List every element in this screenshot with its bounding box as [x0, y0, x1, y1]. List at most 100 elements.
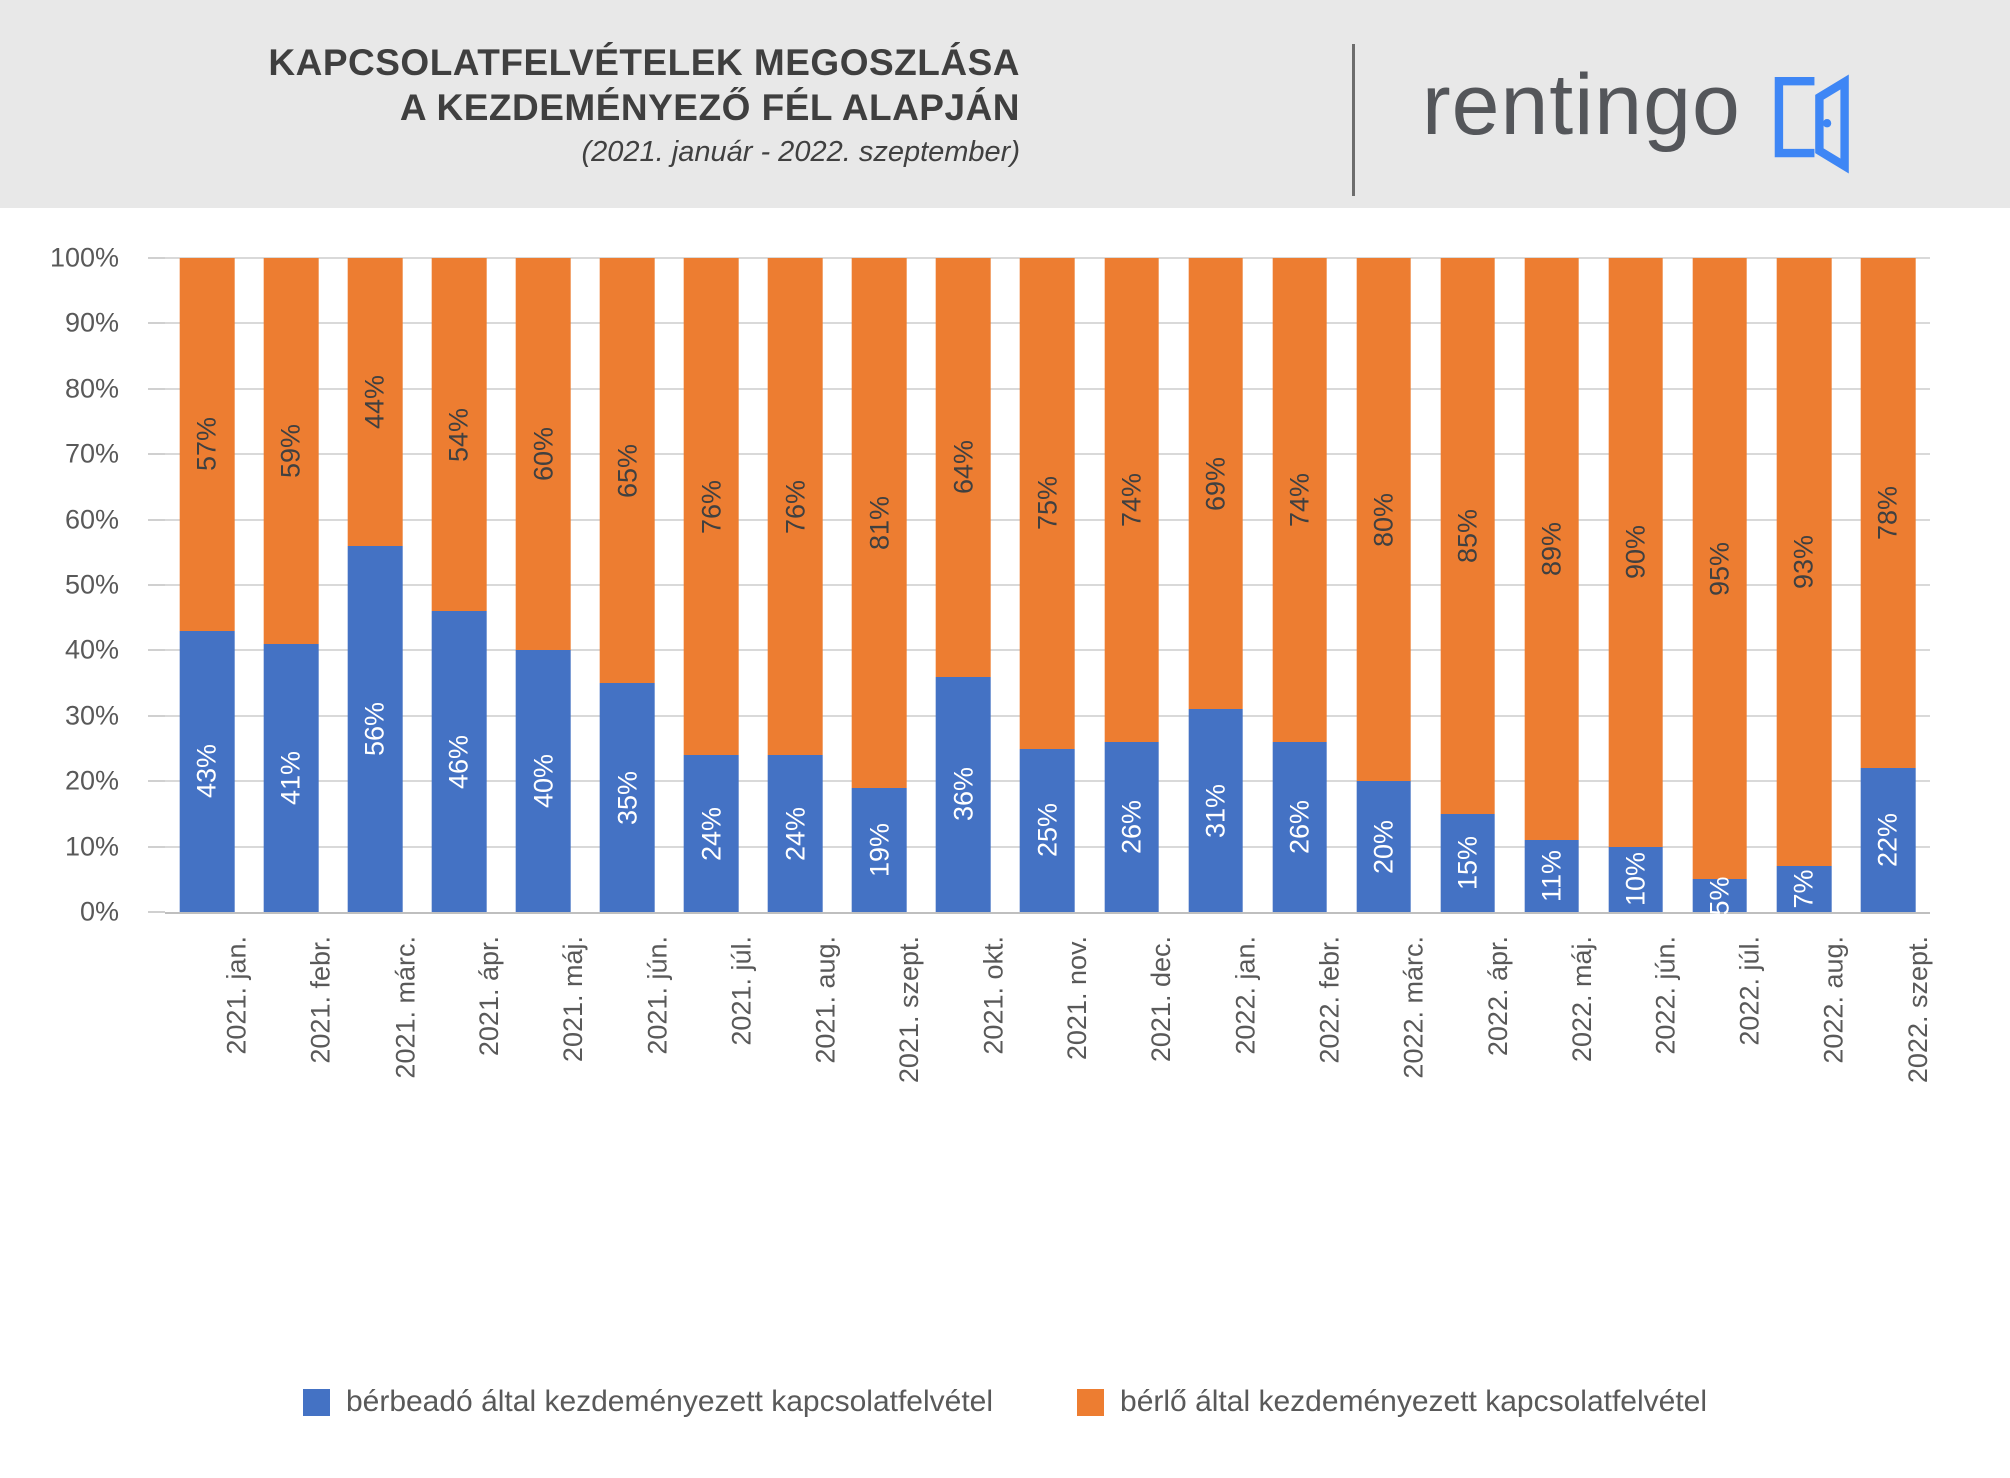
stacked-bar: 93% 7%	[1776, 258, 1832, 912]
landlord-segment: 11%	[1524, 840, 1580, 912]
stacked-bar: 44% 56%	[347, 258, 403, 912]
landlord-segment: 43%	[179, 630, 235, 912]
landlord-segment: 31%	[1188, 709, 1243, 912]
x-axis-label: 2022. jún.	[1650, 936, 1681, 1055]
x-axis-label: 2021. máj.	[558, 936, 589, 1063]
tenant-segment: 80%	[1356, 258, 1411, 782]
x-axis-label: 2021. nov.	[1062, 936, 1093, 1061]
y-axis-label: 0%	[79, 896, 119, 927]
stacked-bar: 90% 10%	[1608, 258, 1664, 912]
tenant-segment: 57%	[179, 258, 235, 631]
tenant-segment: 64%	[936, 258, 991, 677]
landlord-segment-label: 7%	[1788, 869, 1819, 909]
landlord-segment-label: 26%	[1284, 799, 1315, 854]
legend-label: bérbeadó által kezdeményezett kapcsolatf…	[345, 1385, 994, 1418]
x-axis-label: 2021. okt.	[978, 936, 1009, 1055]
tenant-segment-label: 74%	[1284, 472, 1315, 527]
stacked-bar: 76% 24%	[768, 258, 823, 912]
landlord-segment: 40%	[515, 650, 571, 912]
x-axis-label: 2022. szept.	[1902, 936, 1933, 1084]
tenant-segment-label: 93%	[1788, 535, 1819, 590]
stacked-bar: 57% 43%	[179, 258, 235, 912]
landlord-segment-label: 43%	[192, 744, 223, 799]
header: KAPCSOLATFELVÉTELEK MEGOSZLÁSA A KEZDEMÉ…	[0, 0, 2010, 208]
y-axis-label: 100%	[49, 242, 119, 273]
y-axis-label: 50%	[64, 569, 119, 600]
stacked-bar: 85% 15%	[1440, 258, 1496, 912]
y-axis-label: 80%	[64, 373, 119, 404]
y-axis-tick	[148, 911, 165, 913]
landlord-segment-label: 11%	[1536, 849, 1567, 903]
y-axis-tick	[148, 714, 165, 717]
legend-swatch	[302, 1388, 330, 1416]
bar-column: 74% 26% 2022. febr.	[1258, 258, 1345, 1064]
stacked-bar: 69% 31%	[1188, 258, 1243, 912]
y-axis-tick	[148, 387, 165, 390]
landlord-segment-label: 36%	[948, 767, 979, 822]
landlord-segment-label: 10%	[1620, 852, 1651, 907]
y-axis-tick	[148, 322, 165, 325]
y-axis-label: 70%	[64, 438, 119, 469]
landlord-segment: 26%	[1104, 741, 1159, 912]
landlord-segment-label: 5%	[1704, 876, 1735, 916]
bar-column: 85% 15% 2022. ápr.	[1426, 258, 1513, 1056]
legend-item: bérlő által kezdeményezett kapcsolatfelv…	[1077, 1385, 1707, 1419]
tenant-segment: 85%	[1440, 258, 1496, 814]
tenant-segment-label: 60%	[528, 427, 559, 482]
landlord-segment-label: 25%	[1032, 803, 1063, 858]
bar-column: 75% 25% 2021. nov.	[1005, 258, 1093, 1060]
tenant-segment: 76%	[683, 258, 739, 756]
landlord-segment: 36%	[936, 676, 991, 912]
tenant-segment-label: 81%	[864, 495, 895, 550]
bar-column: 54% 46% 2021. ápr.	[417, 258, 504, 1056]
x-axis-label: 2021. jan.	[222, 936, 253, 1055]
tenant-segment-label: 65%	[612, 443, 643, 498]
tenant-segment: 60%	[515, 258, 571, 651]
bar-column: 65% 35% 2021. jún.	[585, 258, 672, 1055]
x-axis-label: 2022. ápr.	[1482, 936, 1513, 1057]
landlord-segment-label: 41%	[276, 750, 307, 805]
tenant-segment: 78%	[1860, 258, 1916, 769]
tenant-segment: 74%	[1272, 258, 1327, 742]
stacked-bar: 65% 35%	[599, 258, 655, 912]
tenant-segment: 54%	[431, 258, 487, 612]
landlord-segment-label: 24%	[696, 806, 727, 861]
landlord-segment: 26%	[1272, 741, 1327, 912]
tenant-segment-label: 59%	[276, 423, 307, 478]
legend-label: bérlő által kezdeményezett kapcsolatfelv…	[1120, 1385, 1708, 1418]
bar-column: 80% 20% 2022. márc.	[1342, 258, 1429, 1079]
landlord-segment: 41%	[263, 643, 319, 912]
tenant-segment: 44%	[347, 258, 403, 546]
landlord-segment-label: 15%	[1452, 835, 1483, 890]
x-axis-label: 2021. febr.	[306, 936, 337, 1064]
legend-swatch	[1077, 1388, 1105, 1416]
landlord-segment-label: 40%	[528, 754, 559, 809]
stacked-bar: 78% 22%	[1860, 258, 1916, 912]
y-axis-label: 90%	[64, 307, 119, 338]
tenant-segment: 75%	[1020, 258, 1075, 749]
y-axis-tick	[148, 518, 165, 521]
bar-column: 57% 43% 2021. jan.	[165, 258, 252, 1055]
y-axis-tick	[148, 780, 165, 783]
bar-column: 81% 19% 2021. szept.	[837, 258, 924, 1083]
x-axis-label: 2021. dec.	[1146, 936, 1177, 1063]
x-axis-label: 2022. márc.	[1398, 936, 1429, 1079]
bar-column: 64% 36% 2021. okt.	[921, 258, 1008, 1055]
tenant-segment-label: 75%	[1032, 476, 1063, 531]
stacked-bar: 80% 20%	[1356, 258, 1411, 912]
stacked-bar: 59% 41%	[263, 258, 319, 912]
landlord-segment: 19%	[852, 787, 907, 912]
bar-column: 95% 5% 2022. júl.	[1678, 258, 1765, 1046]
landlord-segment: 56%	[347, 545, 403, 912]
tenant-segment-label: 95%	[1704, 541, 1735, 596]
x-axis-label: 2021. márc.	[390, 936, 421, 1079]
y-axis-label: 30%	[64, 700, 119, 731]
tenant-segment-label: 90%	[1620, 525, 1651, 580]
landlord-segment: 25%	[1020, 748, 1075, 912]
landlord-segment-label: 56%	[360, 701, 391, 756]
stacked-bar: 76% 24%	[683, 258, 739, 912]
landlord-segment: 15%	[1440, 813, 1496, 912]
bar-column: 69% 31% 2022. jan.	[1174, 258, 1261, 1055]
x-axis-label: 2022. máj.	[1566, 936, 1597, 1063]
stacked-bar: 89% 11%	[1524, 258, 1580, 912]
